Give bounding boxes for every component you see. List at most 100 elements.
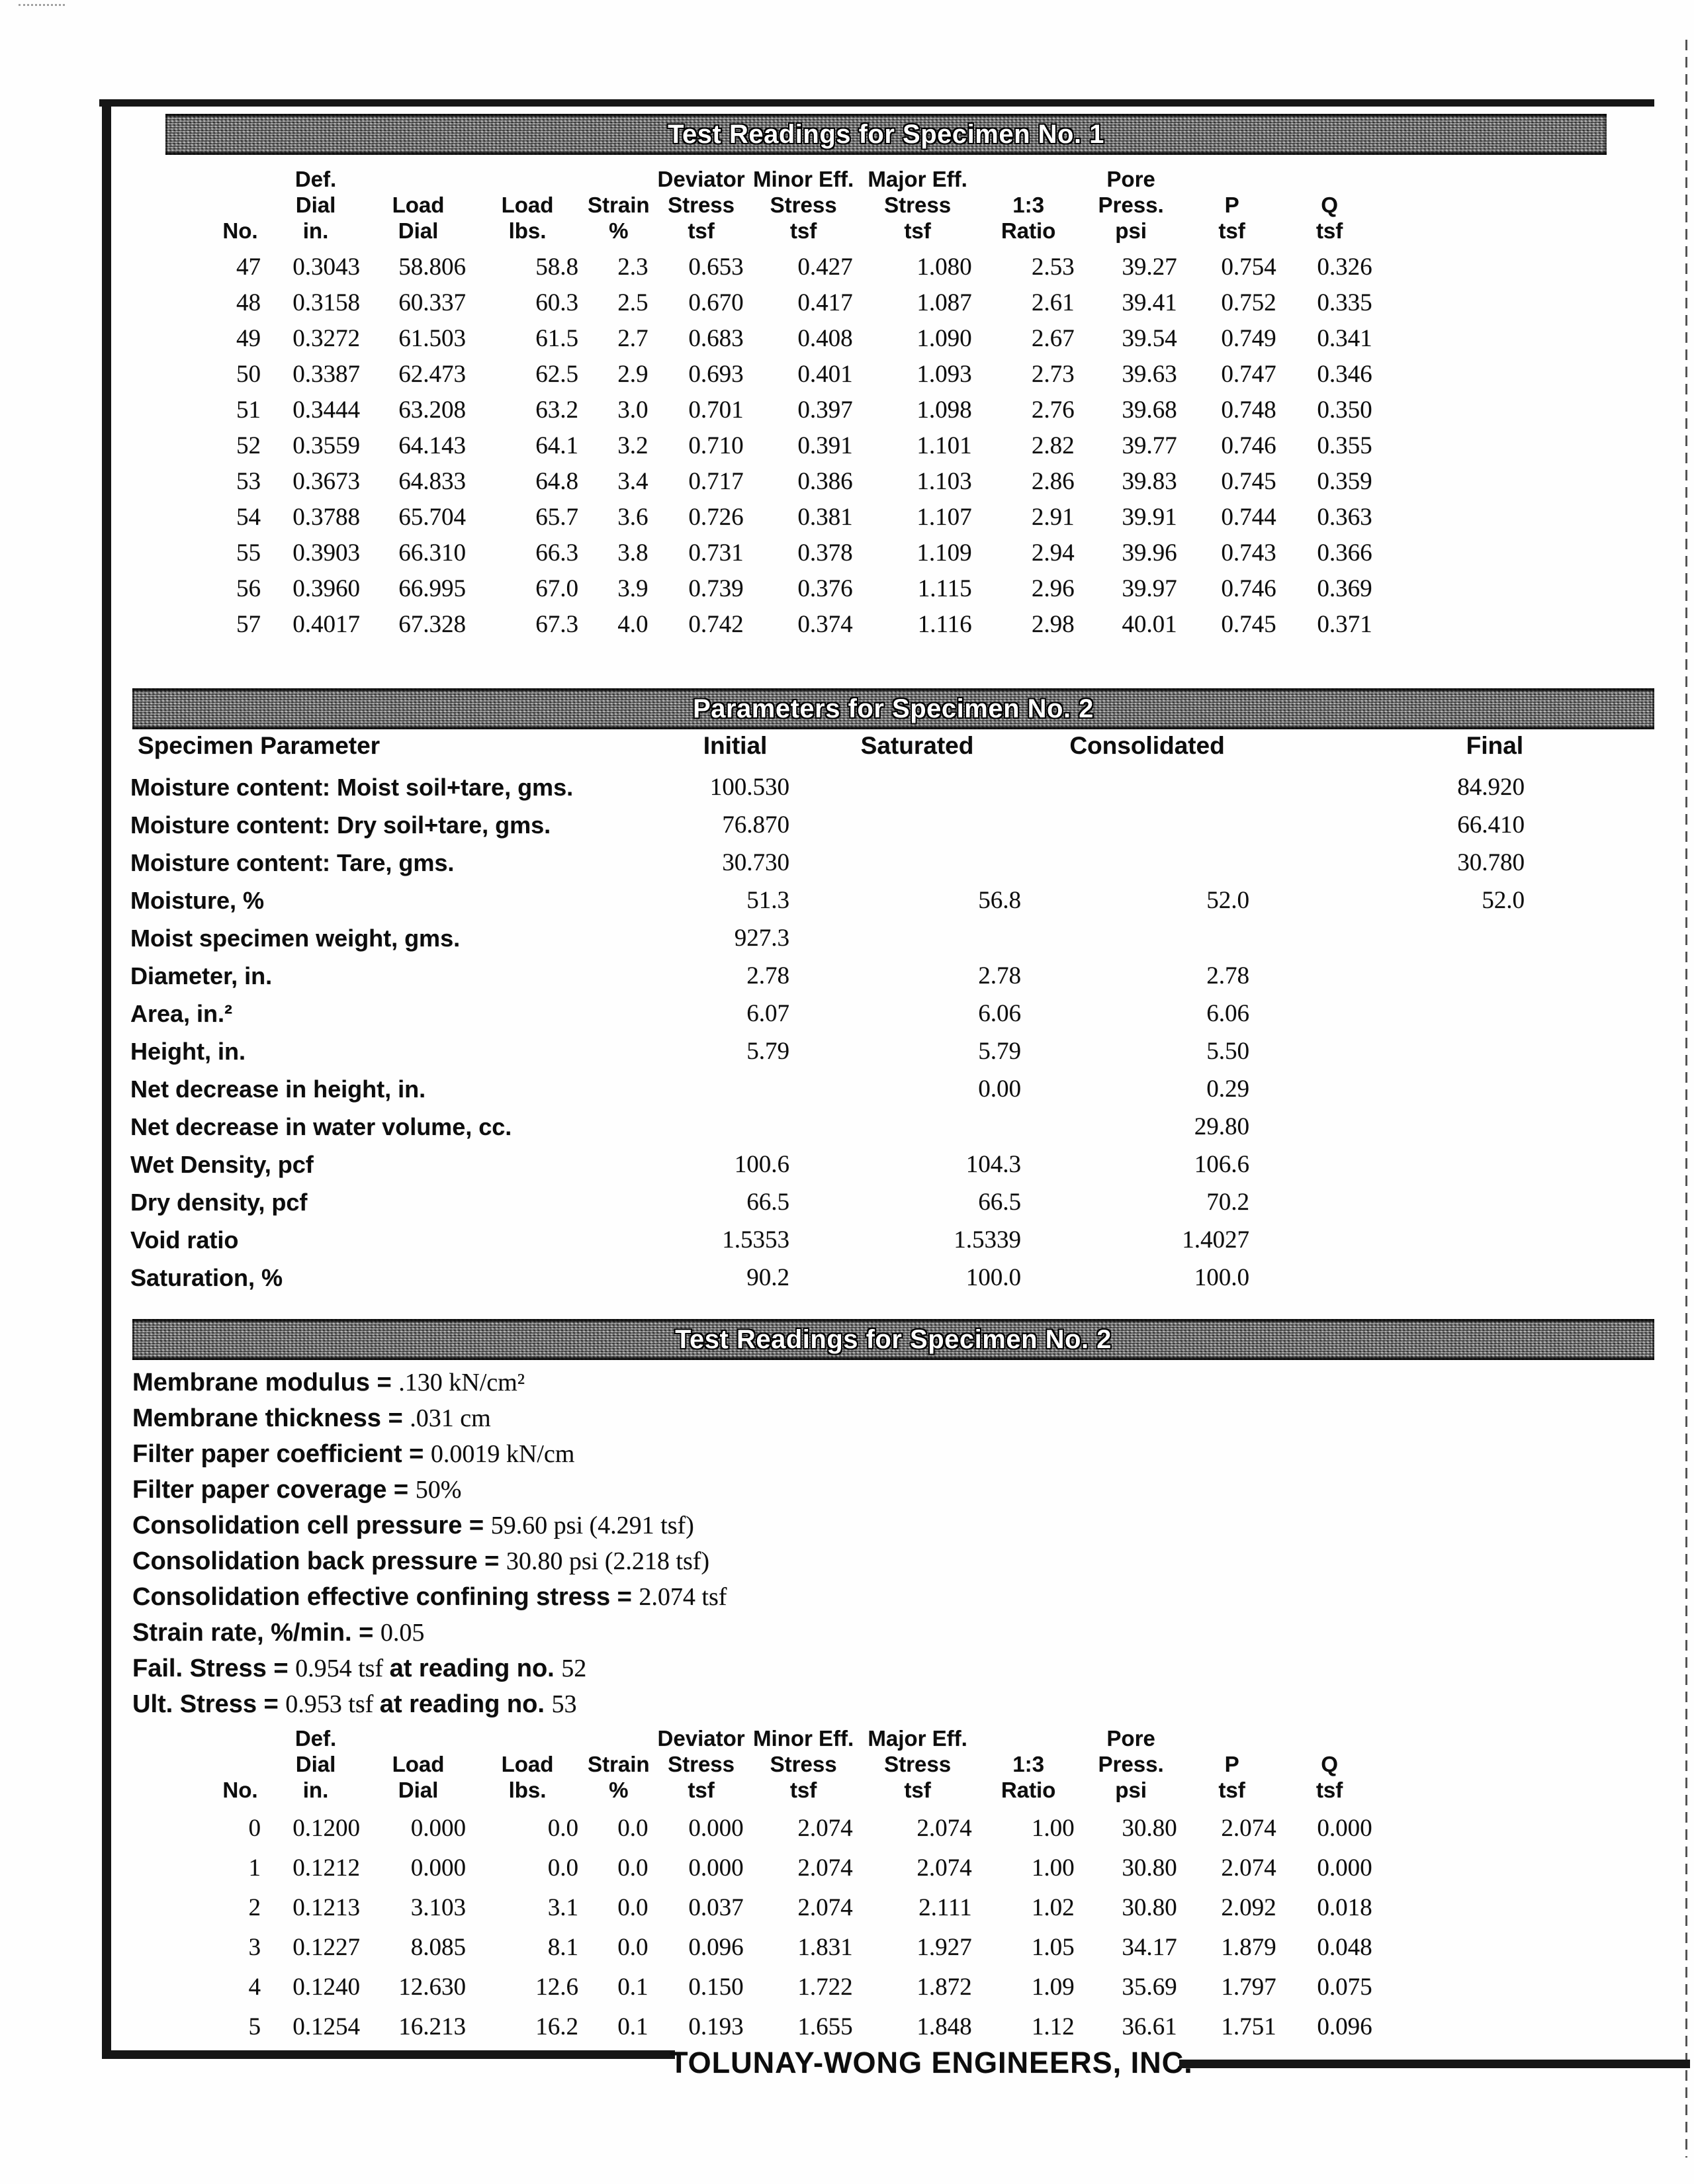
table-cell: 1.080: [916, 253, 972, 281]
table-row: 56 0.3960 66.995 67.0 3.9 0.739 0.376 1.115 2.96…: [218, 571, 1382, 607]
column-header: Def. Dial in.: [294, 167, 337, 243]
table-cell: 0.3444: [292, 396, 360, 424]
column-header: Load Dial: [392, 1751, 445, 1802]
table-cell: 0.3559: [292, 432, 360, 460]
table-cell: 0.744: [1221, 504, 1276, 531]
table-row: 48 0.3158 60.337 60.3 2.5 0.670 0.417 1.087 2.61…: [218, 285, 1382, 321]
table-cell: 1.087: [916, 289, 972, 317]
info-line: Filter paper coverage = 50%: [132, 1472, 727, 1508]
table-cell: 0.726: [688, 504, 744, 531]
table-cell: 66.3: [535, 539, 578, 567]
table-cell: 67.328: [398, 611, 466, 639]
table-cell: 0.1213: [292, 1894, 360, 1922]
table-row: Moisture, % 51.3 56.8 52.0 52.0: [130, 882, 1526, 919]
table-cell: 0.355: [1317, 432, 1372, 460]
table-cell: 36.61: [1122, 2013, 1177, 2041]
table-cell: 30.80: [1122, 1815, 1177, 1843]
table-cell: 39.83: [1122, 468, 1177, 496]
banner-title: Parameters for Specimen No. 2: [693, 694, 1094, 723]
info-value: 0.954 tsf: [295, 1655, 390, 1682]
table-cell: 1.101: [916, 432, 972, 460]
table-cell: [1261, 1146, 1526, 1183]
table-row: Diameter, in. 2.78 2.78 2.78: [130, 957, 1526, 995]
test-info-block: Membrane modulus = .130 kN/cm² Membrane t…: [132, 1365, 727, 1722]
column-header: Load Dial: [392, 192, 445, 243]
column-header: Deviator Stress tsf: [657, 1726, 745, 1802]
table-cell: 35.69: [1122, 1974, 1177, 2001]
table-cell: 2.074: [797, 1815, 853, 1843]
parameter-label: Moisture content: Tare, gms.: [130, 848, 455, 876]
table-cell: 0.743: [1221, 539, 1276, 567]
table-cell: 0.0: [617, 1934, 648, 1962]
table-cell: 1.872: [916, 1974, 972, 2001]
table-cell: 5: [248, 2013, 261, 2041]
table-cell: 54: [236, 504, 261, 531]
table-cell: 3.4: [617, 468, 648, 496]
table-cell: 0.018: [1317, 1894, 1372, 1922]
table-cell: 1.751: [1221, 2013, 1276, 2041]
table-cell: 53: [236, 468, 261, 496]
table-cell: 0.193: [688, 2013, 744, 2041]
table-cell: 0.366: [1317, 539, 1372, 567]
table-cell: 927.3: [734, 925, 789, 952]
table-cell: 39.27: [1122, 253, 1177, 281]
table-cell: 39.68: [1122, 396, 1177, 424]
table-cell: 1.098: [916, 396, 972, 424]
column-header: Minor Eff. Stress tsf: [753, 1726, 854, 1802]
table-cell: [801, 1108, 1033, 1146]
table-cell: [1033, 919, 1261, 957]
table-cell: [801, 806, 1033, 844]
table-cell: 1.4027: [1182, 1226, 1249, 1253]
table-cell: 39.96: [1122, 539, 1177, 567]
table-row: Net decrease in height, in. 0.00 0.29: [130, 1070, 1526, 1108]
table-cell: 30.80: [1122, 1894, 1177, 1922]
table-cell: 0.00: [978, 1075, 1021, 1103]
column-header: Minor Eff. Stress tsf: [753, 167, 854, 243]
table-cell: 104.3: [965, 1151, 1021, 1178]
table-cell: 0.369: [1317, 575, 1372, 603]
table-cell: 66.995: [398, 575, 466, 603]
table-cell: 61.5: [535, 325, 578, 353]
table-cell: 0.381: [797, 504, 853, 531]
table-cell: 0.754: [1221, 253, 1276, 281]
column-header: Q tsf: [1315, 1751, 1343, 1802]
info-label: Filter paper coverage =: [132, 1476, 416, 1504]
info-line: Consolidation cell pressure = 59.60 psi …: [132, 1508, 727, 1543]
table-cell: 0.378: [797, 539, 853, 567]
parameters-table: Specimen Parameter Initial Saturated Con…: [130, 733, 1526, 1297]
table-row: Area, in.² 6.07 6.06 6.06: [130, 995, 1526, 1032]
table-cell: [801, 919, 1033, 957]
section-banner-test-readings-1: Test Readings for Specimen No. 1: [165, 114, 1607, 155]
table-cell: 84.920: [1457, 774, 1525, 801]
table-row: 55 0.3903 66.310 66.3 3.8 0.731 0.378 1.109 2.94…: [218, 535, 1382, 571]
table-cell: 0.341: [1317, 325, 1372, 353]
table-cell: 2.074: [797, 1894, 853, 1922]
table-cell: 4: [248, 1974, 261, 2001]
table-row: 5 0.1254 16.213 16.2 0.1 0.193 1.655 1.848 1.12 3…: [218, 2007, 1382, 2047]
company-footer: TOLUNAY-WONG ENGINEERS, INC.: [670, 2046, 1193, 2079]
info-label: Fail. Stress =: [132, 1655, 296, 1682]
info-label: at reading no.: [389, 1655, 562, 1682]
table-cell: 51: [236, 396, 261, 424]
table-cell: 1.05: [1031, 1934, 1075, 1962]
readings-header-row: No. Def. Dial in. Load Dial Load lbs. Strain…: [218, 1726, 1382, 1809]
table-cell: 0.386: [797, 468, 853, 496]
table-row: Void ratio 1.5353 1.5339 1.4027: [130, 1221, 1526, 1259]
table-cell: 0.397: [797, 396, 853, 424]
table-cell: 2.78: [1206, 962, 1249, 989]
table-cell: 0.29: [1206, 1075, 1249, 1103]
table-cell: 1.107: [916, 504, 972, 531]
table-cell: 2.092: [1221, 1894, 1276, 1922]
table-cell: 30.730: [722, 849, 789, 876]
table-cell: 0.350: [1317, 396, 1372, 424]
column-header: Final: [1466, 732, 1523, 759]
column-header: Def. Dial in.: [294, 1726, 337, 1802]
table-cell: 0.1240: [292, 1974, 360, 2001]
table-row: Height, in. 5.79 5.79 5.50: [130, 1032, 1526, 1070]
table-cell: 0: [248, 1815, 261, 1843]
table-cell: 39.91: [1122, 504, 1177, 531]
info-value: 50%: [415, 1476, 462, 1504]
banner-title: Test Readings for Specimen No. 2: [675, 1325, 1112, 1354]
table-row: 1 0.1212 0.000 0.0 0.0 0.000 2.074 2.074 1.00 30.…: [218, 1848, 1382, 1888]
table-cell: 67.0: [535, 575, 578, 603]
